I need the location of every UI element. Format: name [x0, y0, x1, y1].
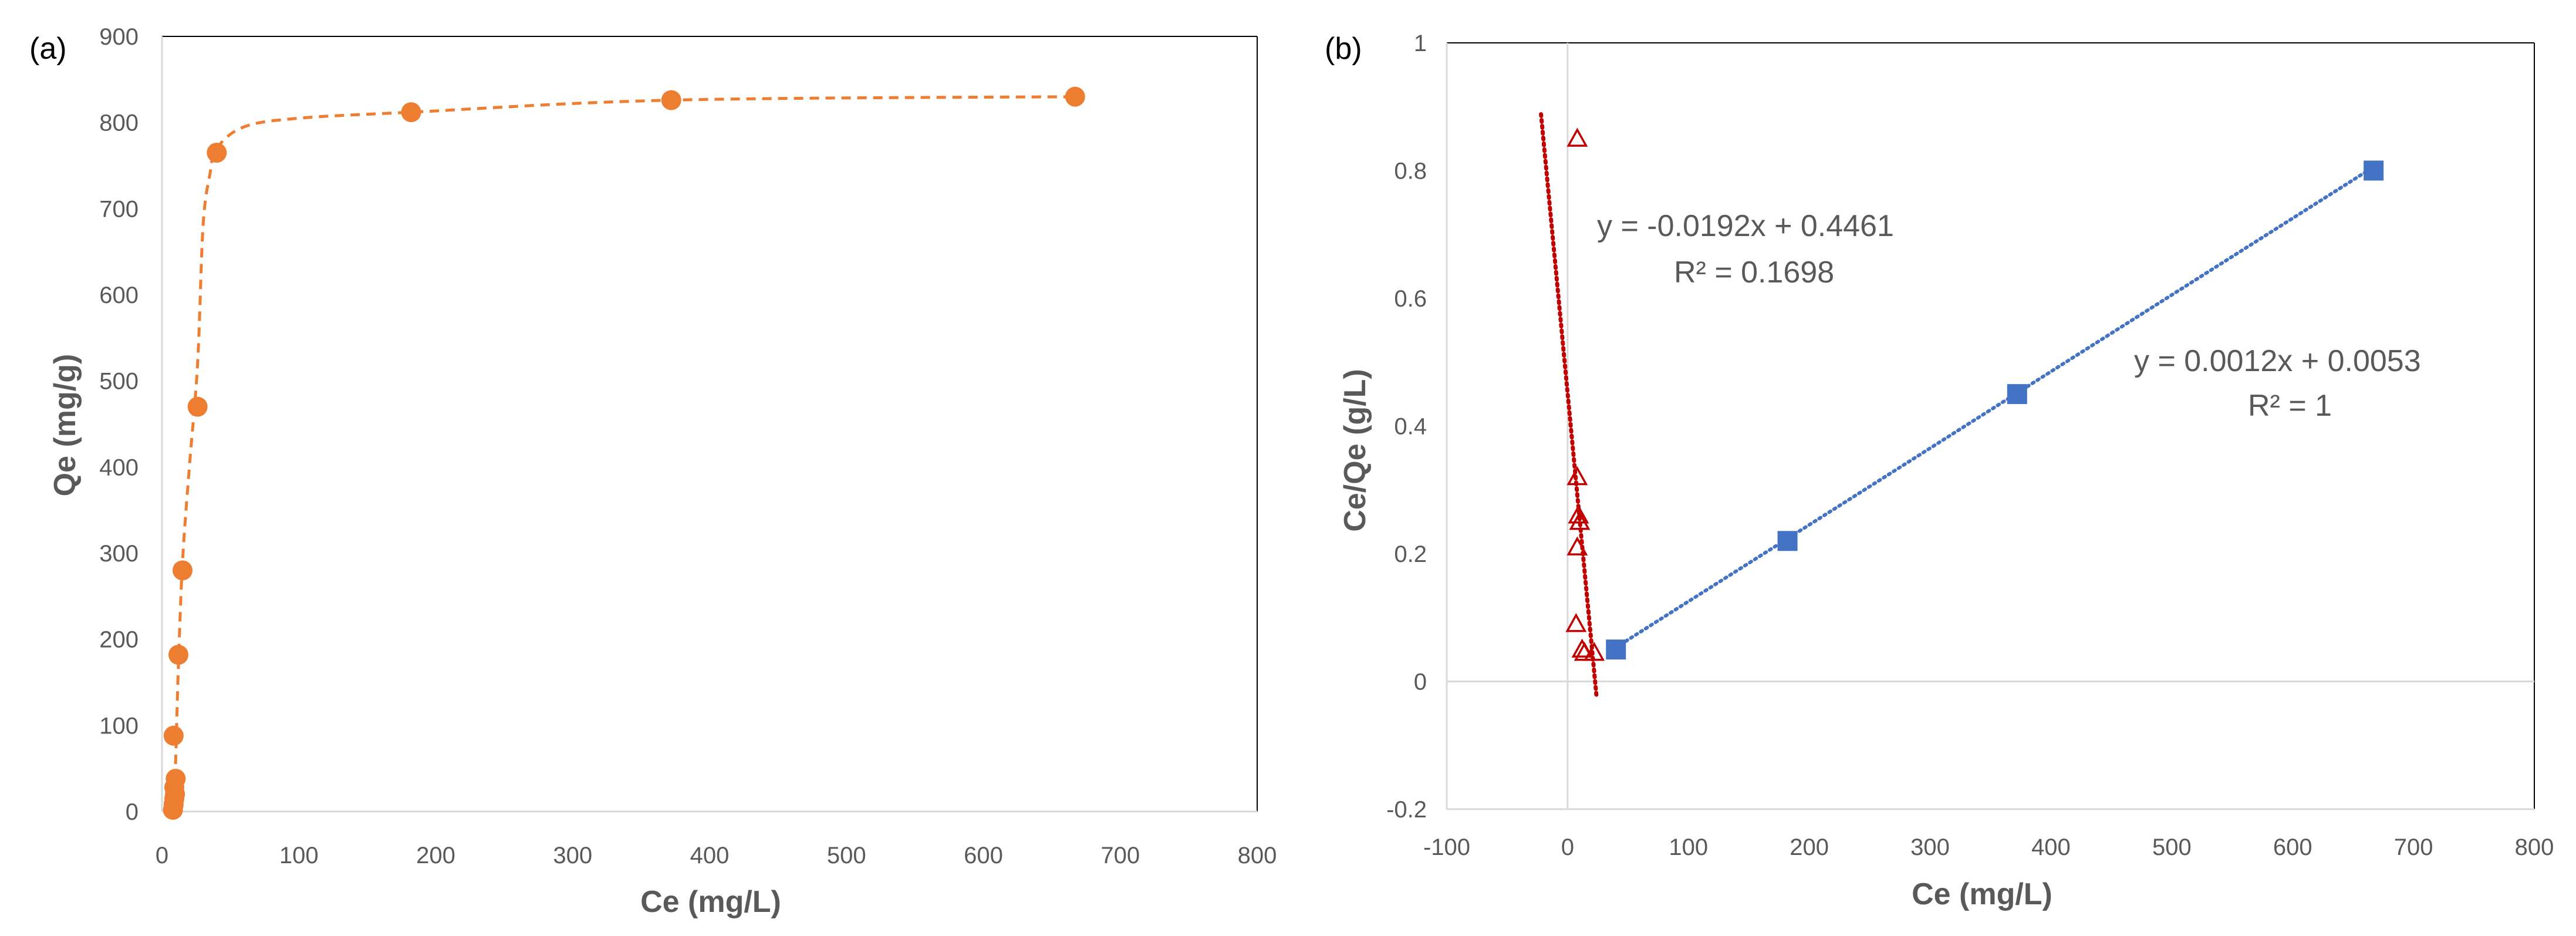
blue-r-squared: R² = 1: [2248, 389, 2332, 423]
y-tick-label-b: -0.2: [1386, 797, 1427, 823]
data-point-a: [661, 90, 681, 110]
red-equation: y = -0.0192x + 0.4461: [1597, 209, 1894, 243]
data-point-a: [401, 102, 421, 123]
x-tick-label-b: 500: [2152, 834, 2192, 860]
chart-panel-a: (a) 0 100 200 300 400 500 600 700 800 0 100 200 300 4…: [29, 24, 1277, 919]
x-tick-label-b: 700: [2394, 834, 2433, 860]
triangle-point-b: [1568, 504, 1589, 524]
panel-label-b: (b): [1325, 32, 1362, 66]
chart-panel-b: (b) -100 0 100 200 300 400 500 600 700 800 -0.2 0 0.…: [1325, 31, 2554, 911]
x-tick-label-a: 200: [416, 843, 455, 868]
data-point-a: [187, 396, 208, 417]
data-point-a: [168, 645, 188, 665]
x-tick-label-b: 300: [1910, 834, 1950, 860]
square-point-b: [1606, 639, 1626, 660]
square-point-b: [2364, 160, 2384, 181]
x-axis-label-a: Ce (mg/L): [640, 885, 781, 919]
y-tick-label-a: 800: [99, 110, 139, 136]
y-tick-label-b: 0: [1414, 669, 1427, 695]
triangle-point-b: [1565, 613, 1587, 632]
blue-trendline: [1614, 165, 2376, 649]
triangle-point-b: [1566, 536, 1588, 555]
x-tick-label-b: 400: [2031, 834, 2071, 860]
fit-curve-line-a: [171, 95, 1075, 812]
x-tick-label-b: 800: [2515, 834, 2554, 860]
x-axis-label-b: Ce (mg/L): [1912, 877, 2052, 911]
trendlines-b: [1539, 112, 2376, 699]
y-tick-label-a: 500: [99, 369, 139, 395]
x-tick-label-a: 300: [553, 843, 592, 868]
red-trendline: [1539, 112, 1599, 699]
y-tick-label-b: 1: [1414, 31, 1427, 56]
triangle-point-b: [1569, 511, 1591, 530]
data-points-b: [1565, 127, 2384, 661]
square-point-b: [1777, 531, 1798, 551]
axis-ticks-b: -100 0 100 200 300 400 500 600 700 800 -0.2 0 0.2 0.4…: [1386, 31, 2554, 860]
y-tick-label-a: 100: [99, 713, 139, 739]
y-axis-label-b: Ce/Qe (g/L): [1338, 369, 1372, 531]
axis-ticks-a: 0 100 200 300 400 500 600 700 800 0 100 200 300 400 50…: [99, 24, 1277, 868]
y-tick-label-a: 900: [99, 24, 139, 50]
panel-label-a: (a): [29, 32, 67, 66]
data-points-a: [163, 86, 1085, 820]
y-tick-label-a: 0: [126, 799, 139, 825]
data-point-a: [163, 725, 184, 746]
y-tick-label-b: 0.6: [1394, 286, 1427, 312]
y-tick-label-a: 300: [99, 541, 139, 567]
y-tick-label-a: 700: [99, 196, 139, 222]
x-tick-label-b: 600: [2273, 834, 2312, 860]
red-r-squared: R² = 0.1698: [1674, 255, 1834, 289]
x-tick-label-b: 0: [1561, 834, 1574, 860]
x-tick-label-a: 600: [964, 843, 1003, 868]
x-tick-label-b: -100: [1423, 834, 1470, 860]
y-tick-label-a: 600: [99, 282, 139, 308]
y-tick-label-b: 0.4: [1394, 414, 1427, 440]
data-point-a: [172, 560, 193, 581]
triangle-point-b: [1566, 127, 1588, 147]
y-tick-label-a: 400: [99, 454, 139, 480]
y-tick-label-a: 200: [99, 627, 139, 653]
x-tick-label-a: 100: [279, 843, 319, 868]
y-axis-label-a: Qe (mg/g): [48, 354, 82, 497]
x-tick-label-a: 400: [690, 843, 730, 868]
x-tick-label-b: 200: [1790, 834, 1829, 860]
triangle-point-b: [1584, 641, 1605, 661]
data-point-a: [207, 143, 227, 163]
fit-curve-a: [171, 95, 1075, 812]
data-point-a: [166, 769, 186, 789]
y-tick-label-b: 0.2: [1394, 541, 1427, 567]
y-tick-label-b: 0.8: [1394, 159, 1427, 184]
x-tick-label-a: 800: [1238, 843, 1277, 868]
triangle-point-b: [1566, 466, 1588, 486]
x-tick-label-a: 500: [827, 843, 866, 868]
blue-equation: y = 0.0012x + 0.0053: [2134, 344, 2421, 378]
data-point-a: [1065, 86, 1085, 107]
x-tick-label-a: 700: [1100, 843, 1140, 868]
square-point-b: [2007, 384, 2027, 405]
x-tick-label-b: 100: [1669, 834, 1708, 860]
x-tick-label-a: 0: [156, 843, 168, 868]
